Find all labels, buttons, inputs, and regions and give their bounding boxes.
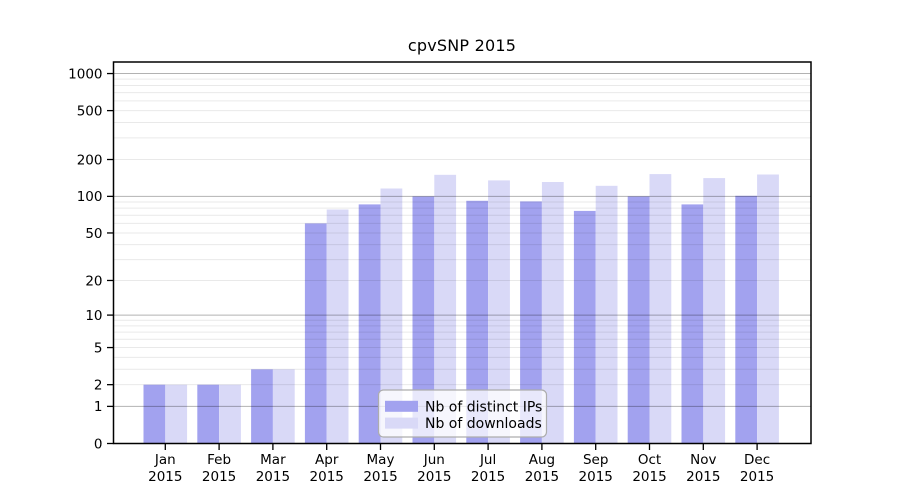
bar-dec-ips <box>735 195 758 444</box>
gridlines-group <box>113 73 811 407</box>
bar-nov-downloads <box>703 178 726 444</box>
y-tick-label-2: 2 <box>94 377 103 393</box>
x-tick-label-oct: Oct <box>638 452 661 468</box>
y-tick-label-50: 50 <box>85 226 102 242</box>
bar-mar-ips <box>251 369 273 444</box>
bar-jul-downloads <box>488 180 510 444</box>
bar-apr-ips <box>304 223 327 444</box>
x-tick-year-feb: 2015 <box>202 469 236 485</box>
y-tick-label-5: 5 <box>94 340 103 356</box>
x-tick-label-feb: Feb <box>207 452 231 468</box>
bar-nov-ips <box>681 204 704 444</box>
x-tick-label-jan: Jan <box>154 452 176 468</box>
x-tick-year-nov: 2015 <box>686 469 720 485</box>
y-tick-label-1: 1 <box>94 399 103 415</box>
bar-feb-ips <box>197 384 220 444</box>
x-tick-label-aug: Aug <box>529 452 555 468</box>
x-tick-label-dec: Dec <box>744 452 770 468</box>
x-tick-year-dec: 2015 <box>740 469 774 485</box>
y-tick-label-0: 0 <box>94 436 103 452</box>
x-tick-label-nov: Nov <box>690 452 716 468</box>
bar-aug-downloads <box>541 182 564 444</box>
x-tick-year-oct: 2015 <box>632 469 666 485</box>
y-tick-label-1000: 1000 <box>68 66 102 82</box>
y-tick-label-10: 10 <box>85 308 102 324</box>
x-tick-label-sep: Sep <box>583 452 608 468</box>
bar-jun-ips <box>412 196 435 444</box>
bar-jul-ips <box>466 200 489 444</box>
bar-sep-ips <box>573 210 596 444</box>
bar-jun-downloads <box>434 174 457 444</box>
x-tick-year-sep: 2015 <box>579 469 613 485</box>
bar-feb-downloads <box>219 384 241 444</box>
y-tick-label-100: 100 <box>77 189 103 205</box>
bar-may-downloads <box>380 188 403 444</box>
x-tick-year-jun: 2015 <box>417 469 451 485</box>
y-tick-label-500: 500 <box>77 103 103 119</box>
x-tick-label-may: May <box>367 452 395 468</box>
legend-swatch-downloads <box>385 417 418 429</box>
x-tick-label-jul: Jul <box>479 452 496 468</box>
bar-mar-downloads <box>272 369 295 444</box>
bar-oct-downloads <box>649 174 672 444</box>
x-tick-year-aug: 2015 <box>525 469 559 485</box>
y-tick-label-200: 200 <box>77 152 103 168</box>
bar-dec-downloads <box>757 174 779 444</box>
bar-aug-ips <box>520 201 542 444</box>
legend-swatch-ips <box>385 400 418 412</box>
x-tick-label-jun: Jun <box>423 452 445 468</box>
x-tick-label-apr: Apr <box>315 452 339 468</box>
chart-title: cpvSNP 2015 <box>407 36 517 55</box>
x-tick-year-may: 2015 <box>363 469 397 485</box>
x-tick-year-mar: 2015 <box>256 469 290 485</box>
bar-apr-downloads <box>326 209 349 444</box>
bar-oct-ips <box>627 196 650 444</box>
bar-sep-downloads <box>595 185 618 444</box>
legend-label-downloads: Nb of downloads <box>425 416 542 432</box>
x-tick-year-apr: 2015 <box>310 469 344 485</box>
y-tick-label-20: 20 <box>85 273 102 289</box>
bar-may-ips <box>358 204 381 444</box>
bars-group <box>143 174 779 444</box>
plot-border <box>112 61 812 445</box>
bar-jan-ips <box>143 384 166 444</box>
x-tick-year-jan: 2015 <box>148 469 182 485</box>
x-axis: Jan2015Feb2015Mar2015Apr2015May2015Jun20… <box>148 443 774 485</box>
legend-box <box>377 389 548 438</box>
y-axis: 0 1 2 5 10 20 50 100 200 500 1000 <box>68 66 114 452</box>
x-tick-year-jul: 2015 <box>471 469 505 485</box>
x-tick-label-mar: Mar <box>260 452 286 468</box>
bar-jan-downloads <box>165 384 188 444</box>
legend-label-ips: Nb of distinct IPs <box>425 399 542 415</box>
